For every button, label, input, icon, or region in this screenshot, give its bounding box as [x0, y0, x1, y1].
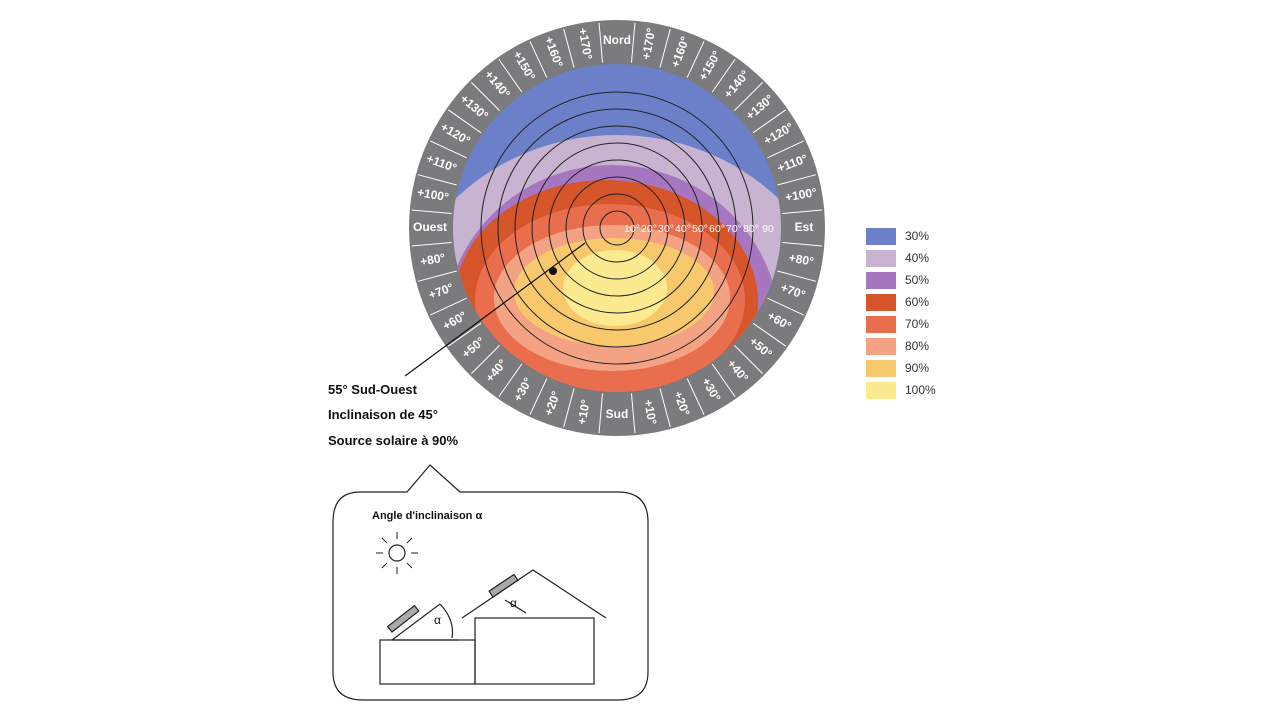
tick: [411, 209, 452, 215]
legend-label: 70%: [905, 317, 929, 331]
tick: [711, 58, 736, 93]
legend-swatch: [866, 272, 896, 289]
ring: [565, 176, 669, 280]
tick: [417, 174, 457, 186]
pointer-line: [404, 242, 586, 377]
pointer-dot: [549, 267, 557, 275]
tick: [782, 209, 823, 215]
inset: [332, 464, 649, 701]
ring-label: 20°: [641, 223, 657, 235]
compass-label: +80°: [419, 251, 446, 269]
tick: [417, 270, 457, 282]
tick: [470, 345, 500, 375]
legend-swatch: [866, 228, 896, 245]
annotation-line: Inclinaison de 45°: [328, 407, 438, 422]
ring-label: 10°: [624, 223, 640, 235]
ring-label: 50°: [692, 223, 708, 235]
tick: [777, 270, 817, 282]
legend-label: 60%: [905, 295, 929, 309]
ring: [514, 125, 720, 331]
legend-label: 30%: [905, 229, 929, 243]
legend-swatch: [866, 316, 896, 333]
legend-label: 50%: [905, 273, 929, 287]
annotation-line: 55° Sud-Ouest: [328, 382, 418, 397]
tick: [711, 363, 736, 398]
alpha-label: α: [434, 613, 441, 627]
compass-ticks: [411, 22, 823, 434]
ring: [548, 159, 686, 297]
tick: [598, 393, 604, 434]
tick: [447, 109, 482, 134]
legend-label: 80%: [905, 339, 929, 353]
compass-label: +10°: [641, 398, 659, 425]
annotation-line: Source solaire à 90%: [328, 433, 459, 448]
compass-label: +170°: [639, 27, 658, 61]
compass-label: Sud: [606, 407, 629, 421]
tick: [470, 81, 500, 111]
tick: [734, 345, 764, 375]
tick: [598, 22, 604, 63]
ring: [497, 108, 737, 348]
tick: [563, 28, 575, 68]
compass-label: +10°: [575, 398, 593, 425]
ring-label: 70°: [726, 223, 742, 235]
tick: [430, 297, 467, 316]
ring-label: 40°: [675, 223, 691, 235]
compass-label: +100°: [784, 185, 818, 204]
legend-swatch: [866, 294, 896, 311]
compass-label: +100°: [416, 185, 450, 204]
legend-swatch: [866, 382, 896, 399]
ring: [582, 193, 652, 263]
tick: [659, 388, 671, 428]
tick: [630, 393, 636, 434]
ring: [531, 142, 703, 314]
tick: [447, 322, 482, 347]
tick: [686, 41, 705, 78]
compass-label: +80°: [788, 251, 815, 269]
tick: [767, 140, 804, 159]
ring: [599, 210, 635, 246]
ring-label: 30°: [658, 223, 674, 235]
ring-label: 90: [762, 223, 774, 235]
tick: [752, 322, 787, 347]
ring-label: 80°: [743, 223, 759, 235]
legend-label: 100%: [905, 383, 936, 397]
tick: [734, 81, 764, 111]
tick: [752, 109, 787, 134]
tick: [630, 22, 636, 63]
inset-title: Angle d'inclinaison α: [372, 510, 482, 522]
ring-label: 60°: [709, 223, 725, 235]
tick: [767, 297, 804, 316]
compass-label: Nord: [603, 33, 631, 47]
tick: [498, 363, 523, 398]
compass-label: Ouest: [413, 220, 447, 234]
tick: [659, 28, 671, 68]
legend-label: 40%: [905, 251, 929, 265]
tick: [563, 388, 575, 428]
tick: [411, 241, 452, 247]
elevation-rings: [480, 91, 754, 365]
compass-label: +170°: [576, 27, 595, 61]
alpha-label: α: [510, 596, 517, 610]
compass-label: Est: [795, 220, 814, 234]
tick: [430, 140, 467, 159]
tick: [529, 378, 548, 415]
tick: [529, 41, 548, 78]
tick: [777, 174, 817, 186]
legend-label: 90%: [905, 361, 929, 375]
tick: [782, 241, 823, 247]
legend-swatch: [866, 360, 896, 377]
legend-swatch: [866, 250, 896, 267]
tick: [498, 58, 523, 93]
tick: [686, 378, 705, 415]
legend-swatch: [866, 338, 896, 355]
ring: [480, 91, 754, 365]
